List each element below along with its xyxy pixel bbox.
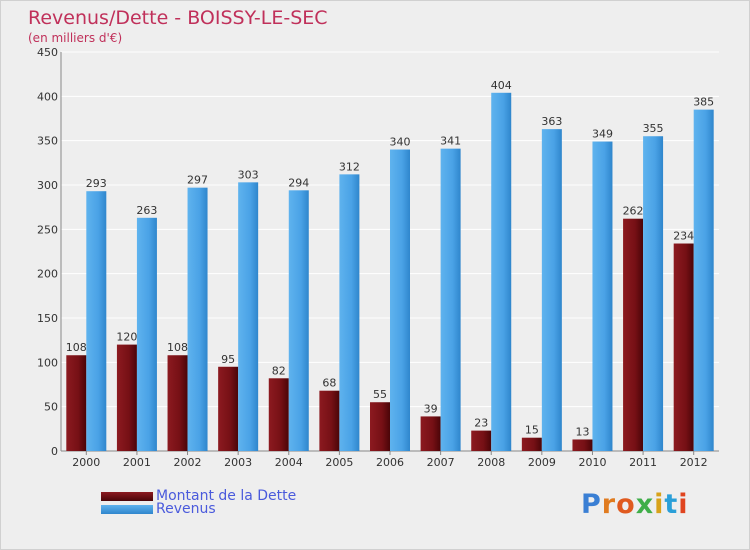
bars [66,92,714,452]
data-label-dette: 120 [116,331,137,344]
x-tick-label: 2010 [578,456,606,469]
legend-label-dette: Montant de la Dette [156,488,297,504]
chart-title: Revenus/Dette - BOISSY-LE-SEC [28,7,328,29]
data-label-revenus: 363 [541,115,562,128]
data-label-dette: 23 [474,417,488,430]
logo-letter: x [635,489,655,520]
data-label-revenus: 340 [390,136,411,149]
data-label-dette: 234 [673,230,694,243]
bar-revenus-2002 [187,187,208,451]
logo-letter: r [601,489,617,520]
legend-item-dette: Montant de la Dette [101,488,296,504]
bar-dette-2006 [370,402,390,451]
data-label-revenus: 312 [339,160,360,173]
bar-revenus-2005 [339,174,360,452]
x-tick-label: 2012 [680,456,708,469]
bar-dette-2000 [66,355,87,451]
bar-dette-2008 [471,430,492,451]
bar-revenus-2009 [541,129,562,451]
x-tick-label: 2007 [427,456,455,469]
legend-swatch-revenus [101,504,153,514]
data-label-revenus: 293 [86,177,107,190]
proxiti-logo: Proxiti [581,489,689,520]
logo-letter: o [616,489,636,520]
logo-letter: i [654,489,665,520]
data-label-dette: 82 [272,364,286,377]
data-label-revenus: 297 [187,174,208,187]
data-label-revenus: 294 [288,176,309,189]
bar-revenus-2010 [592,141,613,451]
y-tick-label: 400 [37,90,58,103]
bar-revenus-2006 [390,149,410,452]
data-label-revenus: 355 [643,122,664,135]
y-tick-label: 350 [37,135,58,148]
data-label-revenus: 404 [491,79,512,92]
bar-revenus-2001 [136,217,157,451]
bar-dette-2003 [218,366,239,451]
data-label-revenus: 385 [693,96,714,109]
bar-revenus-2012 [693,109,714,451]
bar-dette-2005 [319,390,340,451]
legend-item-revenus: Revenus [101,501,216,517]
bar-revenus-2000 [86,191,107,451]
y-tick-label: 50 [44,401,58,414]
logo-letter: i [678,489,689,520]
y-tick-label: 200 [37,268,58,281]
bar-dette-2009 [521,437,542,451]
bar-revenus-2007 [440,148,461,451]
legend-swatch-dette [101,491,153,501]
x-tick-label: 2003 [224,456,252,469]
x-tick-label: 2002 [174,456,202,469]
bar-revenus-2004 [288,190,309,451]
x-tick-label: 2009 [528,456,556,469]
bar-dette-2010 [572,439,593,451]
bar-revenus-2011 [643,136,664,451]
bar-dette-2011 [623,218,644,451]
bar-revenus-2008 [491,92,512,451]
data-label-dette: 13 [575,425,589,438]
data-label-dette: 68 [322,377,336,390]
data-label-dette: 108 [66,341,87,354]
bar-dette-2007 [420,416,441,451]
y-tick-label: 150 [37,312,58,325]
bar-dette-2004 [268,378,289,451]
bar-dette-2012 [673,243,694,451]
x-tick-label: 2001 [123,456,151,469]
chart-subtitle: (en milliers d'€) [28,31,123,45]
x-tick-label: 2000 [72,456,100,469]
data-label-revenus: 303 [238,168,259,181]
data-label-revenus: 341 [440,135,461,148]
x-tick-label: 2004 [275,456,303,469]
data-label-dette: 15 [525,424,539,437]
y-tick-label: 300 [37,179,58,192]
data-labels: 108 120 108 95 82 68 55 39 23 15 13 262 234 293 263 297… [66,79,714,439]
data-label-dette: 262 [623,205,644,218]
y-tick-label: 450 [37,46,58,59]
legend-label-revenus: Revenus [156,501,216,517]
data-label-revenus: 349 [592,128,613,141]
y-tick-label: 100 [37,356,58,369]
bar-dette-2001 [116,344,137,451]
data-label-dette: 55 [373,388,387,401]
logo-letter: P [581,489,602,520]
y-tick-label: 0 [51,445,58,458]
y-tick-label: 250 [37,223,58,236]
data-label-dette: 39 [424,402,438,415]
x-tick-label: 2008 [477,456,505,469]
data-label-dette: 108 [167,341,188,354]
x-tick-label: 2011 [629,456,657,469]
data-label-revenus: 263 [136,204,157,217]
x-tick-label: 2005 [325,456,353,469]
logo-letter: t [664,489,679,520]
data-label-dette: 95 [221,353,235,366]
x-tick-label: 2006 [376,456,404,469]
bar-dette-2002 [167,355,188,451]
bar-revenus-2003 [238,182,259,451]
